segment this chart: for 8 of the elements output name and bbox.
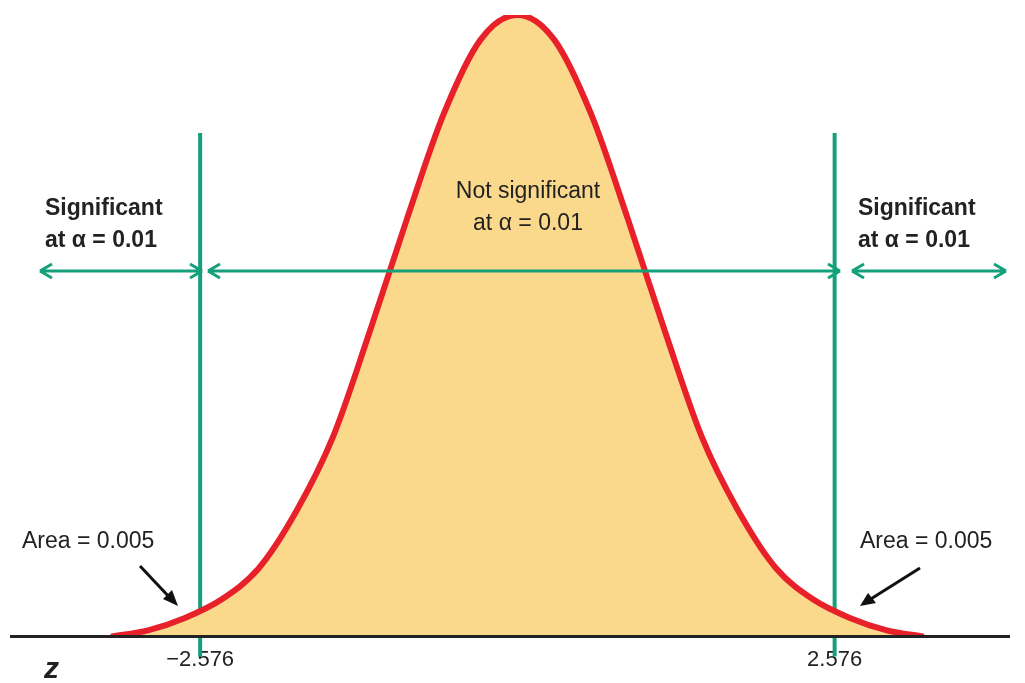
annotation: Area = 0.005 <box>22 526 155 553</box>
annotation: Area = 0.005 <box>860 526 993 553</box>
annotation: Significant at α = 0.01 <box>858 193 976 252</box>
annotation: Not significant at α = 0.01 <box>455 176 601 235</box>
x-axis-title: z <box>43 650 59 683</box>
x-tick-label: −2.576 <box>166 645 235 671</box>
x-tick-label: 2.576 <box>807 645 863 671</box>
annotation: Significant at α = 0.01 <box>45 193 163 252</box>
